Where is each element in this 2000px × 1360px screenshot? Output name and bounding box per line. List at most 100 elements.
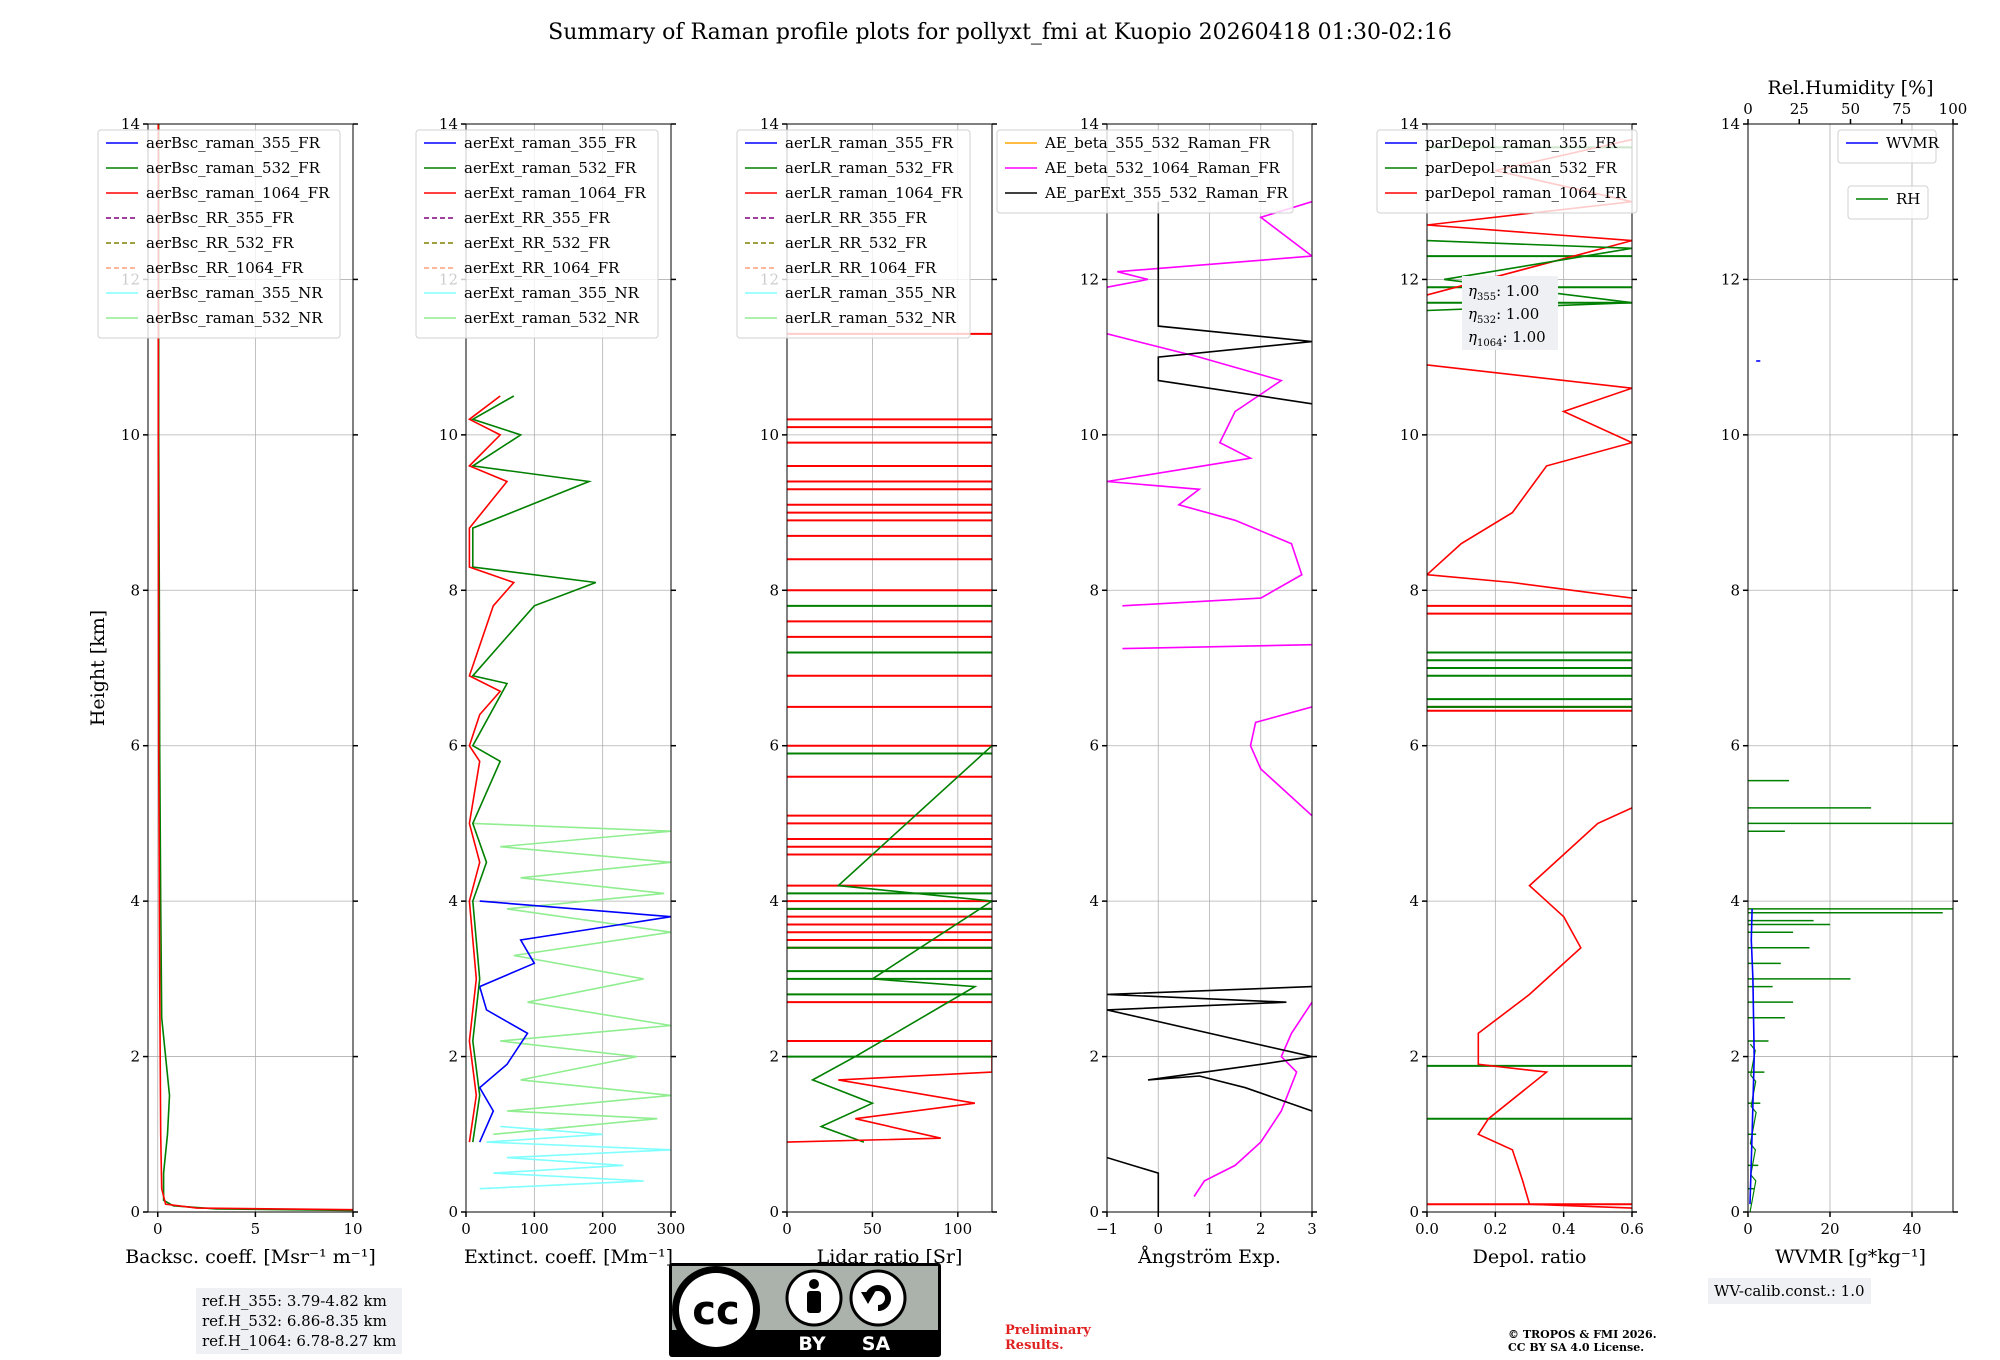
- legend-lr-entry: aerLR_raman_532_FR: [785, 159, 954, 177]
- y-tick-label: 14: [1721, 115, 1740, 133]
- legend-ext-entry: aerExt_raman_1064_FR: [464, 184, 646, 202]
- series-magenta: [1107, 333, 1303, 607]
- legend-ext-entry: aerExt_raman_532_NR: [464, 309, 640, 327]
- x-axis-label: WVMR [g*kg⁻¹]: [1775, 1246, 1926, 1268]
- y-tick-label: 0: [130, 1203, 140, 1221]
- series-magenta: [1107, 200, 1312, 288]
- x-tick-label: 0: [1743, 1220, 1753, 1238]
- legend-bsc-entry: aerBsc_raman_1064_FR: [146, 184, 330, 202]
- data-ae: [1107, 200, 1312, 1212]
- legend-lr-entry: aerLR_RR_532_FR: [785, 234, 927, 252]
- series-magenta: [1249, 706, 1312, 817]
- x-tick-label: −1: [1096, 1220, 1118, 1238]
- top-x-tick-label: 25: [1790, 100, 1809, 118]
- preliminary-line1: Preliminary: [1005, 1323, 1091, 1338]
- x-tick-label: 0.2: [1483, 1220, 1507, 1238]
- legend-depol-entry: parDepol_raman_1064_FR: [1425, 184, 1627, 202]
- sa-icon: [849, 1269, 907, 1327]
- legend-ext-entry: aerExt_raman_355_NR: [464, 284, 640, 302]
- legend-ae-entry: AE_beta_355_532_Raman_FR: [1044, 134, 1271, 152]
- y-tick-label: 0: [769, 1203, 779, 1221]
- y-tick-label: 12: [1080, 270, 1099, 288]
- x-tick-label: 1: [1205, 1220, 1215, 1238]
- legend-ext-entry: aerExt_RR_532_FR: [464, 234, 611, 252]
- x-axis-label: Depol. ratio: [1473, 1246, 1587, 1268]
- legend-ae-box: [996, 129, 1294, 214]
- x-tick-label: 0.6: [1620, 1220, 1644, 1238]
- legend-ae-entry: AE_parExt_355_532_Raman_FR: [1044, 184, 1289, 202]
- top-x-tick-label: 100: [1939, 100, 1968, 118]
- legend-rh-box: [1847, 185, 1929, 220]
- ref-height-532: ref.H_532: 6.86-8.35 km: [202, 1312, 387, 1330]
- series-red: [467, 395, 516, 1143]
- y-axis-label: Height [km]: [87, 610, 109, 726]
- preliminary-line2: Results.: [1005, 1338, 1064, 1353]
- y-tick-label: 14: [1080, 115, 1099, 133]
- y-tick-label: 10: [1721, 426, 1740, 444]
- series-black: [1107, 985, 1312, 1112]
- eta-value: η532: 1.00: [1468, 305, 1539, 326]
- x-tick-label: 0: [782, 1220, 792, 1238]
- axes-frame: [1747, 123, 1954, 1213]
- x-tick-label: 100: [944, 1220, 973, 1238]
- series-black: [1157, 201, 1312, 405]
- x-tick-label: 3: [1307, 1220, 1317, 1238]
- y-tick-label: 2: [1089, 1048, 1099, 1066]
- legend-bsc-entry: aerBsc_RR_532_FR: [146, 234, 294, 252]
- legend-ext-entry: aerExt_RR_1064_FR: [464, 259, 620, 277]
- by-label: BY: [798, 1333, 825, 1355]
- panel-depol: 0 2 4 6 8 10 12 14 0.0 0.2 0.4 0.6 Depol. ratio parDe…: [1376, 115, 1644, 1268]
- y-tick-label: 4: [448, 892, 458, 910]
- eta-value: η355: 1.00: [1468, 282, 1539, 303]
- panel-bsc: 024681012140510Backsc. coeff. [Msr⁻¹ m⁻¹…: [97, 115, 376, 1268]
- legend-lr-entry: aerLR_RR_355_FR: [785, 209, 927, 227]
- y-tick-label: 2: [1409, 1048, 1419, 1066]
- series-lightgreen: [472, 822, 671, 1136]
- y-tick-label: 6: [448, 737, 458, 755]
- rh-line: [1749, 1043, 1757, 1212]
- x-tick-label: 0.0: [1415, 1220, 1439, 1238]
- preliminary-note: Preliminary Results.: [1005, 1323, 1091, 1353]
- y-tick-label: 10: [1400, 426, 1419, 444]
- legend-lr-entry: aerLR_raman_355_FR: [785, 134, 954, 152]
- data-wv: [1748, 360, 1953, 1212]
- x-tick-label: 300: [657, 1220, 686, 1238]
- x-axis-label: Extinct. coeff. [Mm⁻¹]: [464, 1246, 673, 1268]
- legend-ext-entry: aerExt_raman_355_FR: [464, 134, 637, 152]
- figure-title: Summary of Raman profile plots for polly…: [548, 20, 1452, 45]
- y-tick-label: 0: [448, 1203, 458, 1221]
- ref-height-1064: ref.H_1064: 6.78-8.27 km: [202, 1332, 397, 1350]
- y-tick-label: 8: [130, 581, 140, 599]
- y-tick-label: 8: [1089, 581, 1099, 599]
- x-tick-label: 0.4: [1552, 1220, 1576, 1238]
- ref-height-box: ref.H_355: 3.79-4.82 km ref.H_532: 6.86-…: [196, 1288, 403, 1354]
- x-axis-label: Lidar ratio [Sr]: [817, 1246, 963, 1268]
- sa-label: SA: [862, 1333, 891, 1355]
- axes-frame: [786, 123, 993, 1213]
- series-red: [787, 1041, 992, 1143]
- y-tick-label: 12: [1721, 270, 1740, 288]
- data-ext: [467, 395, 671, 1190]
- y-tick-label: 2: [130, 1048, 140, 1066]
- x-tick-label: 50: [863, 1220, 882, 1238]
- cc-logo-text: cc: [692, 1288, 739, 1334]
- y-tick-label: 10: [121, 426, 140, 444]
- legend-bsc-entry: aerBsc_RR_1064_FR: [146, 259, 304, 277]
- x-tick-label: 10: [343, 1220, 362, 1238]
- by-icon-body: [807, 1291, 821, 1313]
- legend-depol-box: [1376, 129, 1638, 214]
- axes-frame: [1426, 123, 1633, 1213]
- data-bsc: [157, 124, 353, 1212]
- y-tick-label: 8: [769, 581, 779, 599]
- legend-wvmr-box: [1837, 129, 1937, 164]
- legend-ext-entry: aerExt_raman_532_FR: [464, 159, 637, 177]
- legend-bsc-entry: aerBsc_raman_355_NR: [146, 284, 323, 302]
- y-tick-label: 4: [130, 892, 140, 910]
- by-icon-head: [809, 1279, 819, 1289]
- top-x-axis-label: Rel.Humidity [%]: [1767, 77, 1933, 99]
- x-axis-label: Ångström Exp.: [1137, 1246, 1281, 1268]
- ref-height-355: ref.H_355: 3.79-4.82 km: [202, 1292, 387, 1310]
- legend-lr-box: [736, 129, 971, 339]
- y-tick-label: 8: [1730, 581, 1740, 599]
